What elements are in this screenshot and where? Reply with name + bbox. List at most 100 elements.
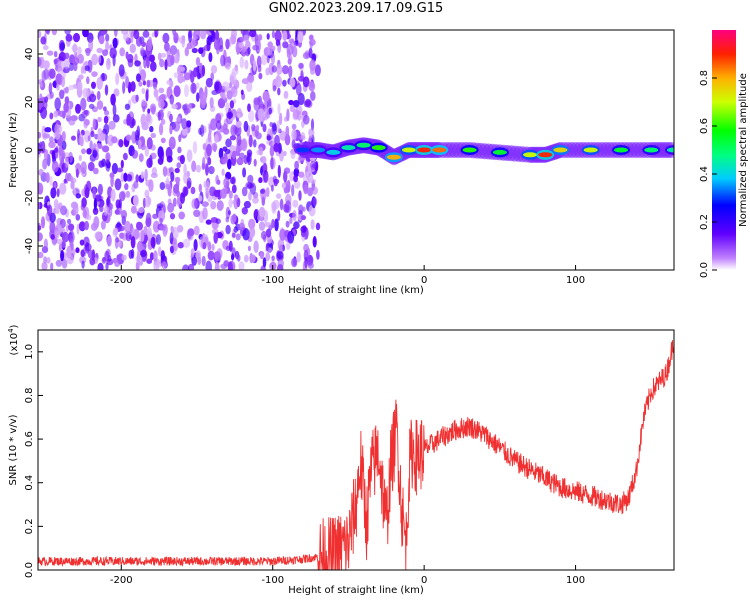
noise-blob: [268, 62, 274, 75]
noise-blob: [284, 133, 291, 146]
noise-blob: [289, 38, 295, 50]
noise-blob: [238, 261, 245, 270]
noise-blob: [314, 64, 321, 77]
noise-blob: [176, 225, 184, 233]
noise-blob: [170, 54, 175, 66]
snr-line: [38, 340, 674, 570]
noise-blob: [187, 263, 195, 270]
noise-blob: [106, 198, 110, 206]
noise-blob: [69, 62, 74, 72]
noise-blob: [204, 181, 211, 193]
noise-blob: [50, 262, 54, 270]
noise-blob: [77, 81, 83, 91]
noise-blob: [58, 110, 66, 118]
noise-blob: [248, 134, 253, 148]
noise-blob: [114, 209, 120, 215]
noise-blob: [125, 190, 131, 198]
noise-blob: [94, 231, 102, 240]
x-tick-label: 0: [421, 275, 427, 286]
noise-blob: [298, 171, 305, 178]
noise-blob: [290, 149, 296, 160]
noise-blob: [241, 186, 248, 197]
ridge-core: [523, 152, 538, 158]
noise-blob: [152, 213, 159, 219]
noise-blob: [61, 131, 66, 142]
y-tick-label: -20: [24, 190, 35, 206]
noise-blob: [261, 196, 266, 206]
noise-blob: [114, 178, 122, 191]
noise-blob: [78, 133, 84, 146]
ridge-core: [462, 147, 477, 153]
spectrogram-x-ticks: -200 -100 0 100: [110, 265, 585, 286]
noise-blob: [249, 226, 256, 238]
noise-blob: [140, 229, 145, 242]
noise-blob: [257, 64, 262, 73]
noise-blob: [272, 85, 277, 92]
noise-blob: [157, 246, 162, 257]
noise-blob: [130, 205, 137, 214]
noise-blob: [270, 156, 274, 170]
noise-blob: [247, 174, 254, 184]
noise-blob: [159, 182, 166, 190]
noise-blob: [258, 146, 264, 156]
noise-blob: [170, 171, 175, 182]
noise-blob: [130, 81, 136, 92]
noise-blob: [147, 108, 151, 114]
noise-blob: [182, 264, 190, 270]
noise-blob: [181, 118, 188, 130]
noise-blob: [225, 224, 231, 235]
noise-blob: [64, 86, 69, 94]
noise-blob: [85, 48, 91, 57]
noise-blob: [258, 206, 266, 218]
noise-blob: [186, 177, 192, 189]
noise-blob: [246, 81, 253, 93]
noise-blob: [269, 121, 274, 128]
noise-blob: [193, 67, 198, 78]
noise-blob: [269, 145, 275, 157]
noise-blob: [293, 221, 300, 229]
x-tick-label: 100: [566, 575, 585, 586]
noise-blob: [78, 154, 82, 162]
noise-blob: [247, 103, 251, 112]
noise-blob: [97, 262, 104, 270]
noise-blob: [235, 233, 241, 241]
noise-blob: [68, 234, 74, 242]
noise-blob: [213, 81, 220, 92]
noise-blob: [235, 145, 240, 156]
x-tick-label: 100: [566, 275, 585, 286]
noise-blob: [92, 167, 99, 175]
noise-blob: [230, 124, 238, 137]
spectrogram-x-label: Height of straight line (km): [288, 285, 424, 296]
noise-blob: [226, 90, 233, 100]
noise-blob: [41, 261, 48, 270]
noise-blob: [125, 76, 130, 89]
noise-blob: [233, 194, 239, 201]
noise-blob: [58, 202, 63, 210]
noise-blob: [285, 200, 292, 214]
noise-blob: [254, 129, 259, 137]
noise-blob: [210, 118, 217, 131]
noise-blob: [146, 157, 153, 169]
noise-blob: [262, 257, 267, 268]
noise-blob: [146, 258, 153, 264]
noise-blob: [102, 145, 110, 153]
noise-blob: [105, 41, 110, 52]
noise-blob: [216, 120, 222, 131]
noise-blob: [63, 178, 67, 184]
noise-blob: [303, 243, 309, 253]
ridge-core: [402, 147, 416, 153]
noise-blob: [230, 75, 235, 85]
noise-blob: [110, 188, 116, 202]
ridge-core: [311, 147, 326, 153]
noise-blob: [130, 31, 134, 44]
noise-blob: [143, 56, 147, 69]
ridge-core: [356, 142, 371, 148]
noise-blob: [205, 163, 209, 176]
noise-blob: [164, 59, 168, 71]
snr-x-ticks: -200 -100 0 100: [110, 565, 585, 586]
noise-blob: [113, 30, 118, 37]
noise-blob: [243, 154, 248, 165]
noise-blob: [265, 243, 269, 252]
noise-blob: [93, 197, 97, 211]
noise-blob: [69, 175, 74, 182]
